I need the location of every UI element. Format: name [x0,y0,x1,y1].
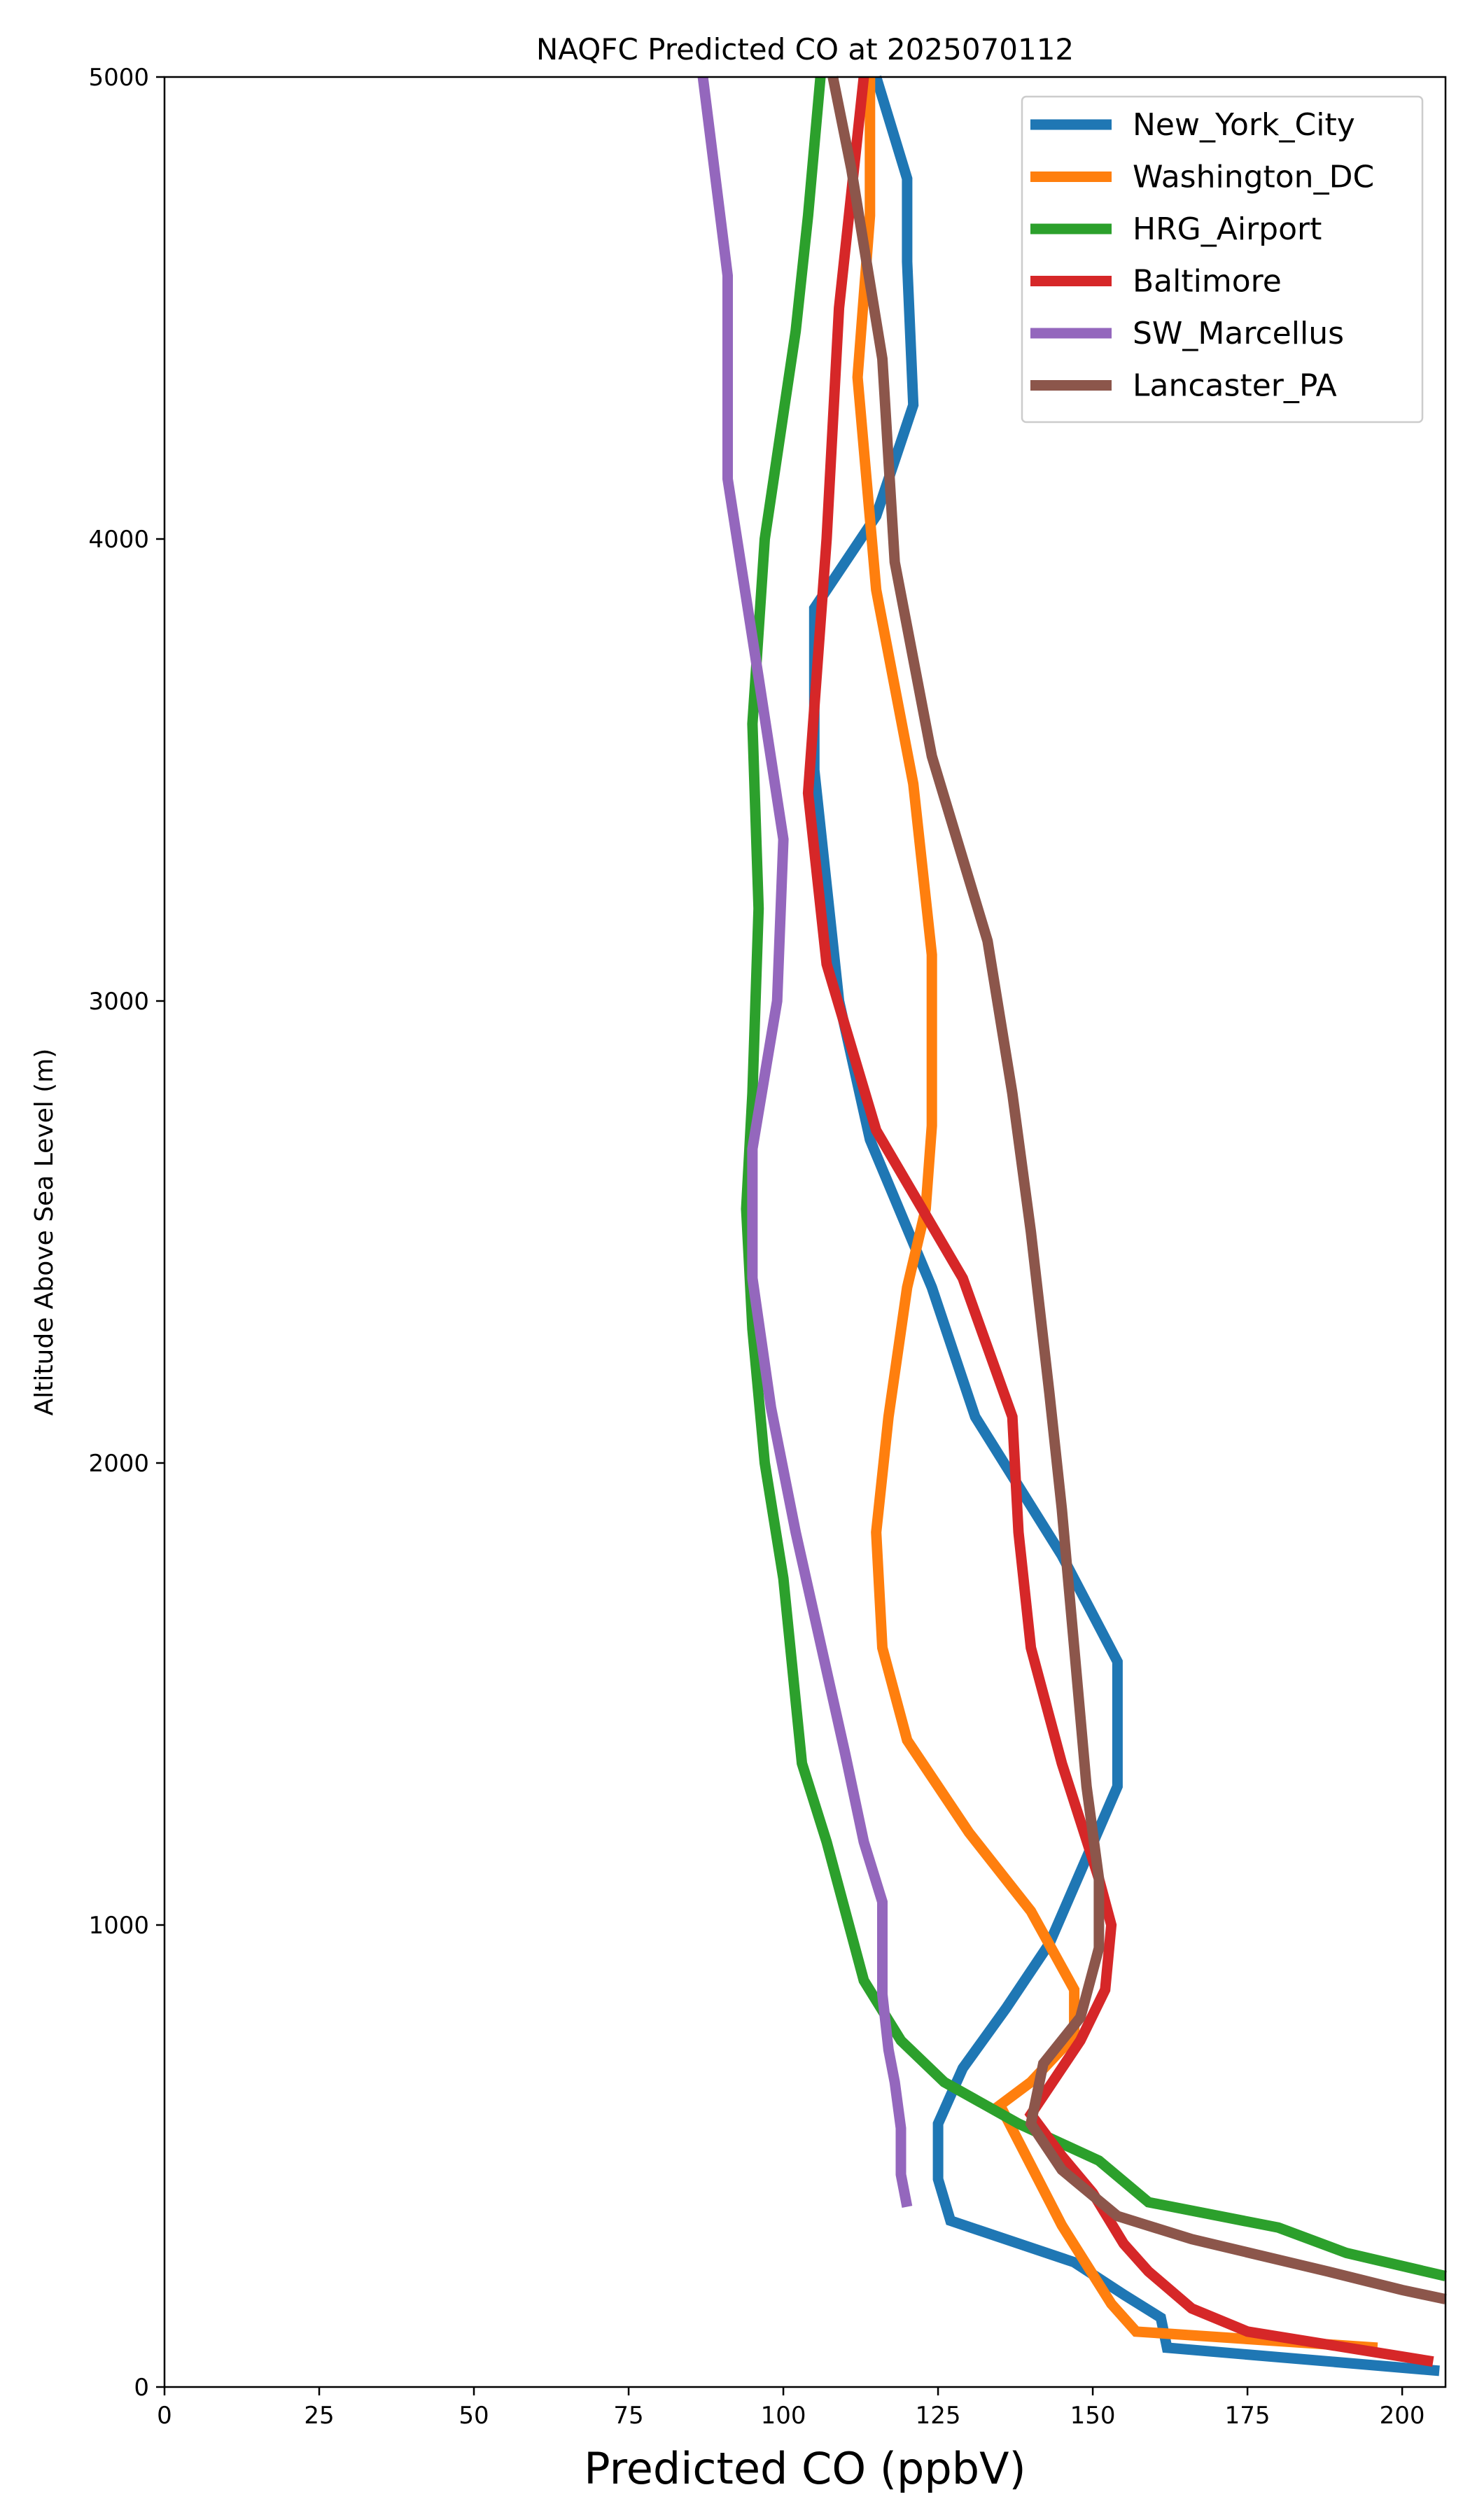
legend-label: Washington_DC [1133,160,1374,195]
chart-title: NAQFC Predicted CO at 2025070112 [536,32,1074,66]
y-axis-ticks: 0 1000 2000 3000 4000 5000 [88,64,164,2402]
x-tick-label: 125 [916,2402,961,2430]
y-axis-label: Altitude Above Sea Level (m) [30,1049,59,1416]
legend-label: Lancaster_PA [1133,368,1337,404]
series-line-lancaster-pa [827,76,1447,2304]
x-tick-label: 175 [1225,2402,1270,2430]
x-axis-label: Predicted CO (ppbV) [584,2443,1026,2494]
legend: New_York_City Washington_DC HRG_Airport Bal… [1021,95,1424,424]
y-tick-label: 2000 [88,1450,149,1478]
legend-label: HRG_Airport [1133,211,1322,247]
legend-label: Baltimore [1133,264,1282,300]
series-line-sw-marcellus [697,76,913,2208]
x-tick-label: 100 [761,2402,806,2430]
series-layer [697,75,1447,2376]
legend-box [1021,95,1424,424]
series-line-new-york-city [808,75,1440,2376]
legend-label: SW_Marcellus [1133,316,1344,351]
plot-area [164,77,1446,2387]
x-axis-ticks: 0 25 50 75 100 125 150 175 200 [157,2387,1425,2430]
series-line-hrg-airport [741,76,1447,2281]
series-line-baltimore [802,76,1434,2367]
legend-label: New_York_City [1133,107,1355,143]
y-tick-label: 1000 [88,1912,149,1940]
x-tick-label: 50 [458,2402,489,2430]
x-tick-label: 150 [1070,2402,1116,2430]
series-line-washington-dc [852,77,1378,2353]
x-tick-label: 0 [157,2402,172,2430]
x-tick-label: 200 [1380,2402,1425,2430]
x-tick-label: 25 [304,2402,334,2430]
x-tick-label: 75 [613,2402,643,2430]
y-tick-label: 0 [134,2374,149,2402]
plot-frame [163,76,1447,2388]
y-tick-label: 4000 [88,526,149,554]
y-tick-label: 3000 [88,988,149,1016]
y-tick-label: 5000 [88,64,149,92]
